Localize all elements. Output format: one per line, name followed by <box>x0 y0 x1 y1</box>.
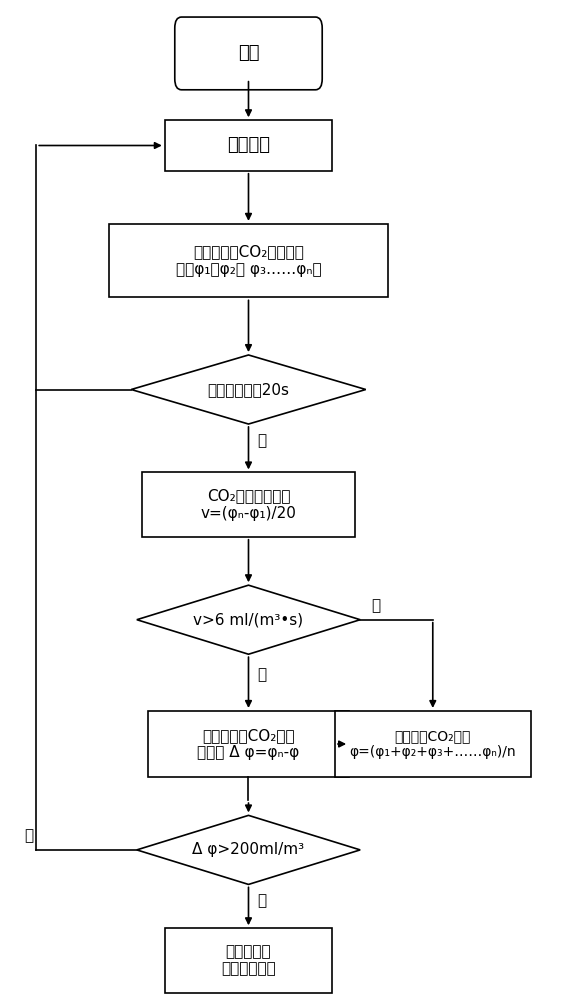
Bar <box>148 711 349 777</box>
Text: 开始: 开始 <box>238 44 259 62</box>
Text: 计算环境CO₂浓度
φ=(φ₁+φ₂+φ₃+……φₙ)/n: 计算环境CO₂浓度 φ=(φ₁+φ₂+φ₃+……φₙ)/n <box>350 729 516 759</box>
Text: 启动报警装
置，进行报警: 启动报警装 置，进行报警 <box>221 944 276 977</box>
Text: 预警并计算CO₂浓度
变化值 Δ φ=φₙ-φ: 预警并计算CO₂浓度 变化值 Δ φ=φₙ-φ <box>197 728 299 760</box>
Text: v>6 ml/(m³•s): v>6 ml/(m³•s) <box>193 612 303 627</box>
FancyBboxPatch shape <box>175 17 322 90</box>
Polygon shape <box>137 585 360 654</box>
Text: 计时是否达到20s: 计时是否达到20s <box>208 382 289 397</box>
Text: 否: 否 <box>371 598 381 613</box>
Text: 读取环境中CO₂浓度并记
录（φ₁、φ₂、 φ₃……φₙ）: 读取环境中CO₂浓度并记 录（φ₁、φ₂、 φ₃……φₙ） <box>175 244 321 277</box>
Text: 计时开始: 计时开始 <box>227 136 270 154</box>
Polygon shape <box>137 815 360 884</box>
Text: 否: 否 <box>24 829 33 844</box>
Text: 是: 是 <box>257 894 266 909</box>
Bar <box>335 711 531 777</box>
Bar <box>165 120 332 171</box>
Text: Δ φ>200ml/m³: Δ φ>200ml/m³ <box>192 842 305 857</box>
Bar <box>142 472 355 537</box>
Bar <box>165 928 332 993</box>
Text: 是: 是 <box>257 433 266 448</box>
Text: CO₂浓度变化速率
v=(φₙ-φ₁)/20: CO₂浓度变化速率 v=(φₙ-φ₁)/20 <box>201 488 297 521</box>
Polygon shape <box>131 355 366 424</box>
Text: 是: 是 <box>257 667 266 682</box>
Bar <box>109 224 388 297</box>
